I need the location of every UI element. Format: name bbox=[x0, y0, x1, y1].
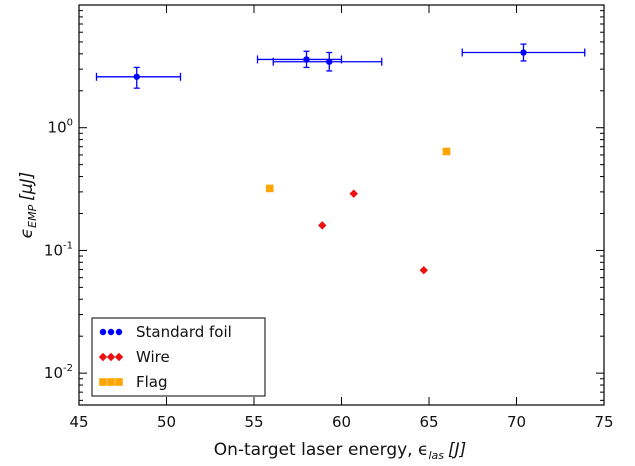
data-marks bbox=[95, 43, 586, 275]
x-tick-label: 55 bbox=[244, 413, 263, 431]
y-axis-label: ϵEMP[μJ] bbox=[17, 172, 39, 239]
data-point bbox=[326, 58, 333, 65]
legend-marker bbox=[99, 328, 107, 336]
legend-marker bbox=[107, 328, 115, 336]
legend-marker bbox=[115, 328, 123, 336]
x-tick-label: 60 bbox=[332, 413, 351, 431]
legend-label: Standard foil bbox=[136, 323, 232, 341]
x-tick-labels: 45 50 55 60 65 70 75 bbox=[69, 413, 613, 431]
data-point bbox=[419, 266, 428, 275]
x-tick-label: 50 bbox=[157, 413, 176, 431]
y-tick-label: 10-1 bbox=[44, 240, 73, 259]
x-tick-label: 75 bbox=[594, 413, 613, 431]
data-point bbox=[133, 73, 140, 80]
y-tick-labels: 10-2 10-1 100 bbox=[44, 118, 73, 382]
data-point bbox=[442, 147, 451, 156]
legend-marker bbox=[107, 378, 115, 386]
data-point bbox=[349, 189, 358, 198]
x-tick-label: 45 bbox=[69, 413, 88, 431]
data-point bbox=[265, 184, 274, 193]
axis-ticks bbox=[78, 5, 605, 405]
legend-label: Wire bbox=[136, 348, 170, 366]
x-axis-label: On-target laser energy, ϵlas [J] bbox=[214, 440, 467, 462]
legend-marker bbox=[114, 352, 124, 362]
legend-marker bbox=[99, 378, 107, 386]
y-tick-label: 10-2 bbox=[44, 363, 73, 382]
data-point bbox=[303, 56, 310, 63]
legend-marker bbox=[115, 378, 123, 386]
x-tick-label: 65 bbox=[419, 413, 438, 431]
y-tick-label: 100 bbox=[48, 118, 73, 137]
legend: Standard foil Wire Flag bbox=[91, 317, 266, 397]
data-point bbox=[318, 221, 327, 230]
legend-marker bbox=[98, 352, 108, 362]
legend-marker bbox=[106, 352, 116, 362]
legend-label: Flag bbox=[136, 373, 168, 391]
x-tick-label: 70 bbox=[507, 413, 526, 431]
data-point bbox=[520, 49, 527, 56]
